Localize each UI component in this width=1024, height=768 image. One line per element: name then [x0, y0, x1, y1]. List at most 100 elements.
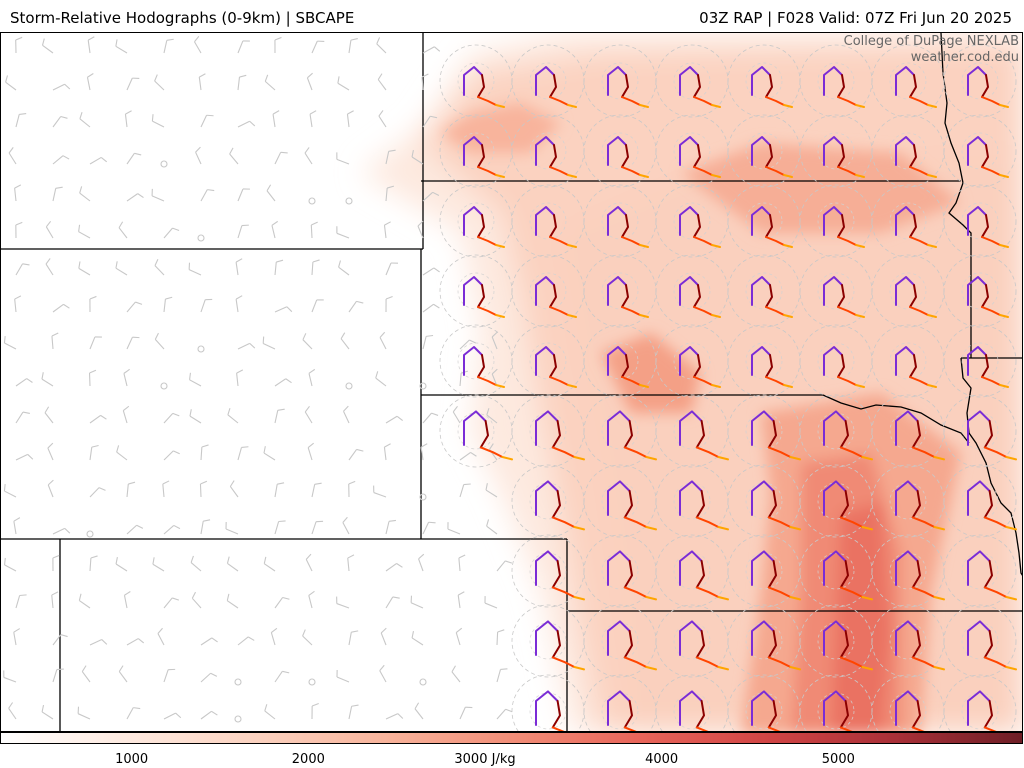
wind-barb	[385, 262, 399, 276]
range-ring	[961, 62, 999, 100]
hodograph	[463, 276, 505, 318]
wind-barb	[264, 704, 276, 720]
hodograph	[607, 550, 657, 601]
range-ring	[457, 412, 495, 450]
range-ring	[529, 412, 567, 450]
wind-barb	[422, 115, 438, 128]
range-ring	[817, 132, 855, 170]
wind-barb	[272, 110, 280, 128]
wind-barb	[226, 556, 239, 572]
colorbar-tick-1000: 1000	[115, 752, 149, 767]
hodograph	[607, 410, 657, 461]
wind-barb	[86, 73, 94, 91]
wind-barb	[237, 74, 247, 91]
wind-barb	[274, 259, 284, 276]
colorbar-tick-4000: 4000	[645, 752, 679, 767]
wind-barb	[422, 303, 440, 313]
hodograph	[895, 620, 945, 671]
wind-barb	[348, 630, 359, 646]
wind-barb	[15, 113, 27, 128]
hodograph	[535, 136, 577, 178]
wind-barb	[266, 184, 276, 202]
wind-barb	[163, 296, 173, 313]
hodograph	[679, 346, 721, 388]
wind-barb	[152, 557, 165, 572]
range-ring	[601, 622, 639, 660]
wind-barb	[87, 36, 95, 54]
wind-barb	[160, 382, 168, 390]
hodograph	[967, 346, 1009, 388]
wind-barb	[151, 114, 165, 128]
range-ring	[817, 412, 855, 450]
range-ring	[457, 272, 495, 310]
range-ring	[889, 62, 927, 100]
range-ring	[817, 622, 855, 660]
wind-barb	[154, 259, 165, 276]
wind-barb	[227, 408, 239, 424]
range-ring	[529, 692, 567, 730]
wind-barb	[8, 702, 17, 720]
wind-barb	[422, 267, 440, 276]
wind-barb	[420, 443, 428, 461]
hodograph	[895, 276, 937, 318]
wind-barb	[452, 406, 461, 424]
range-ring	[817, 482, 855, 520]
range-ring	[673, 132, 711, 170]
wind-barb	[51, 332, 59, 350]
range-ring	[961, 622, 999, 660]
wind-barb	[189, 409, 202, 424]
hodograph	[967, 410, 1017, 461]
hodograph	[751, 620, 801, 671]
wind-barb	[337, 76, 350, 91]
range-ring	[961, 342, 999, 380]
map-canvas	[1, 33, 1022, 731]
hodograph	[967, 206, 1009, 248]
wind-barb	[52, 115, 68, 128]
range-ring	[601, 202, 639, 240]
wind-barb	[308, 368, 316, 387]
wind-barb	[151, 188, 165, 202]
wind-barb	[347, 554, 355, 572]
range-ring	[457, 342, 495, 380]
wind-barb	[225, 521, 239, 535]
range-ring	[943, 324, 1017, 398]
wind-barb	[447, 522, 461, 535]
wind-barb	[459, 339, 476, 350]
colorbar-tick-3000: 3000 J/kg	[454, 752, 516, 767]
wind-barb	[422, 521, 436, 535]
wind-barb	[274, 520, 286, 535]
wind-barb	[89, 295, 97, 313]
wind-barb	[41, 372, 54, 387]
wind-barb	[126, 638, 145, 646]
wind-barb	[274, 306, 293, 313]
colorbar-tick-2000: 2000	[291, 752, 325, 767]
hodograph	[679, 136, 721, 178]
wind-barb	[52, 634, 68, 646]
range-ring	[961, 482, 999, 520]
range-ring	[745, 342, 783, 380]
wind-barb	[47, 479, 54, 498]
wind-barb	[274, 670, 290, 683]
wind-barb	[237, 224, 249, 239]
wind-barb	[235, 258, 243, 276]
hodograph	[823, 206, 865, 248]
wind-barb	[15, 453, 34, 461]
wind-barb	[311, 520, 324, 535]
wind-barb	[274, 482, 285, 498]
wind-barb	[271, 220, 279, 239]
wind-barb	[81, 665, 91, 683]
hodograph	[967, 550, 1017, 601]
range-ring	[943, 254, 1017, 328]
hodograph	[823, 480, 873, 531]
range-ring	[889, 482, 927, 520]
wind-barb	[418, 553, 425, 572]
wind-barb	[52, 668, 64, 683]
hodograph	[967, 480, 1017, 531]
range-ring	[817, 62, 855, 100]
range-ring	[529, 202, 567, 240]
hodograph	[535, 690, 565, 731]
wind-barb	[383, 221, 391, 239]
wind-barb	[263, 446, 276, 461]
wind-barb	[15, 378, 33, 387]
wind-barb	[126, 77, 140, 91]
